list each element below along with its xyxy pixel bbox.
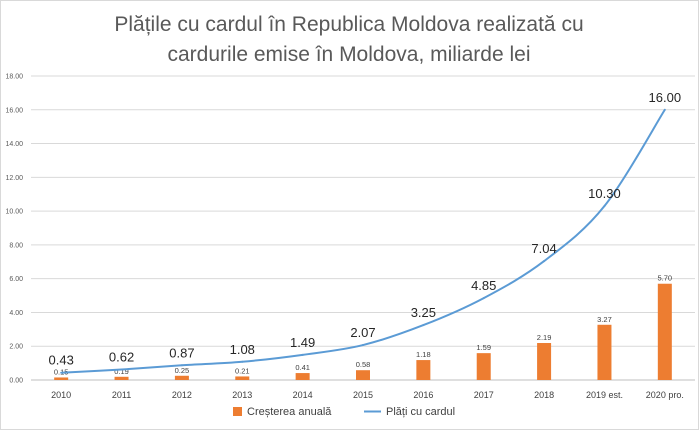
legend-label-card-payments: Plăți cu cardul xyxy=(386,406,455,418)
y-tick-label: 14.00 xyxy=(5,141,23,148)
line-value-label: 0.87 xyxy=(169,345,194,360)
legend-swatch-annual-growth xyxy=(233,407,242,416)
line-value-label: 0.62 xyxy=(109,350,134,365)
bar xyxy=(114,376,129,380)
chart-title-line-2: cardurile emise în Moldova, miliarde lei xyxy=(168,43,531,66)
line-point xyxy=(663,108,666,111)
bar-value-label: 5.70 xyxy=(658,274,673,283)
x-tick-label: 2015 xyxy=(353,390,373,400)
legend-label-annual-growth: Creșterea anuală xyxy=(247,406,332,418)
bar-value-label: 0.41 xyxy=(295,363,310,372)
line-value-label: 1.49 xyxy=(290,335,315,350)
x-tick-label: 2016 xyxy=(413,390,433,400)
line-value-label: 16.00 xyxy=(649,90,682,105)
line-point xyxy=(180,364,183,367)
bar xyxy=(537,343,552,380)
bar xyxy=(597,324,612,380)
bar-value-label: 1.59 xyxy=(476,343,491,352)
y-tick-label: 16.00 xyxy=(5,107,23,114)
bar xyxy=(54,377,69,380)
bar xyxy=(657,283,672,380)
y-tick-label: 8.00 xyxy=(9,242,23,249)
bar xyxy=(235,376,250,380)
y-tick-label: 4.00 xyxy=(9,310,23,317)
line-path xyxy=(61,109,666,374)
y-axis-ticks: 0.00 2.00 4.00 6.00 8.00 10.00 12.00 14.00 16.00… xyxy=(5,74,23,385)
bar-value-label: 1.18 xyxy=(416,350,431,359)
x-tick-label: 2013 xyxy=(232,390,252,400)
line-point xyxy=(422,324,425,327)
x-axis-ticks: 2010 2011 2012 2013 2014 2015 2016 2017 2018 2019… xyxy=(51,390,684,400)
line-point xyxy=(362,344,364,347)
x-tick-label: 2020 pro. xyxy=(646,390,684,400)
bar xyxy=(356,370,370,380)
line-value-label: 1.08 xyxy=(230,342,255,357)
line-series: 0.43 0.62 0.87 1.08 1.49 2.07 3.25 4.85 7.04 10.3… xyxy=(49,90,682,374)
line-point xyxy=(301,353,304,356)
bar xyxy=(295,373,310,380)
line-point xyxy=(543,260,546,263)
y-tick-label: 18.00 xyxy=(5,74,23,81)
bar-value-label: 0.19 xyxy=(114,367,129,376)
line-point xyxy=(120,368,123,371)
x-tick-label: 2018 xyxy=(534,390,554,400)
gridlines xyxy=(31,75,695,381)
x-tick-label: 2019 est. xyxy=(586,390,623,400)
y-tick-label: 10.00 xyxy=(5,209,23,216)
bar-value-label: 2.19 xyxy=(537,333,552,342)
bar xyxy=(476,353,491,380)
line-value-label: 0.43 xyxy=(49,353,74,368)
line-value-label: 4.85 xyxy=(471,278,496,293)
line-point xyxy=(241,360,244,363)
x-tick-label: 2012 xyxy=(172,390,192,400)
line-point xyxy=(60,371,63,374)
y-tick-label: 2.00 xyxy=(9,344,23,351)
x-tick-label: 2017 xyxy=(474,390,494,400)
legend: Creșterea anuală Plăți cu cardul xyxy=(233,406,455,418)
bar xyxy=(174,375,189,380)
x-tick-label: 2014 xyxy=(293,390,313,400)
bar-value-label: 3.27 xyxy=(597,315,612,324)
x-tick-label: 2011 xyxy=(112,390,131,400)
y-tick-label: 0.00 xyxy=(9,378,23,385)
line-point xyxy=(482,297,485,300)
bar-value-label: 0.58 xyxy=(356,360,371,369)
bar xyxy=(416,360,431,380)
x-tick-label: 2010 xyxy=(51,390,71,400)
chart-title-line-1: Plățile cu cardul în Republica Moldova r… xyxy=(114,13,583,36)
line-value-label: 7.04 xyxy=(531,241,556,256)
bar-value-label: 0.21 xyxy=(235,366,250,375)
line-value-label: 3.25 xyxy=(411,305,436,320)
y-tick-label: 12.00 xyxy=(5,175,23,182)
y-tick-label: 6.00 xyxy=(9,276,23,283)
line-value-label: 10.30 xyxy=(588,186,621,201)
bar-series: 0.150.190.250.210.410.581.181.592.193.27… xyxy=(54,274,672,380)
bar-value-label: 0.25 xyxy=(175,366,190,375)
chart-title: Plățile cu cardul în Republica Moldova r… xyxy=(114,13,583,66)
line-value-label: 2.07 xyxy=(350,325,375,340)
line-point xyxy=(603,205,606,208)
